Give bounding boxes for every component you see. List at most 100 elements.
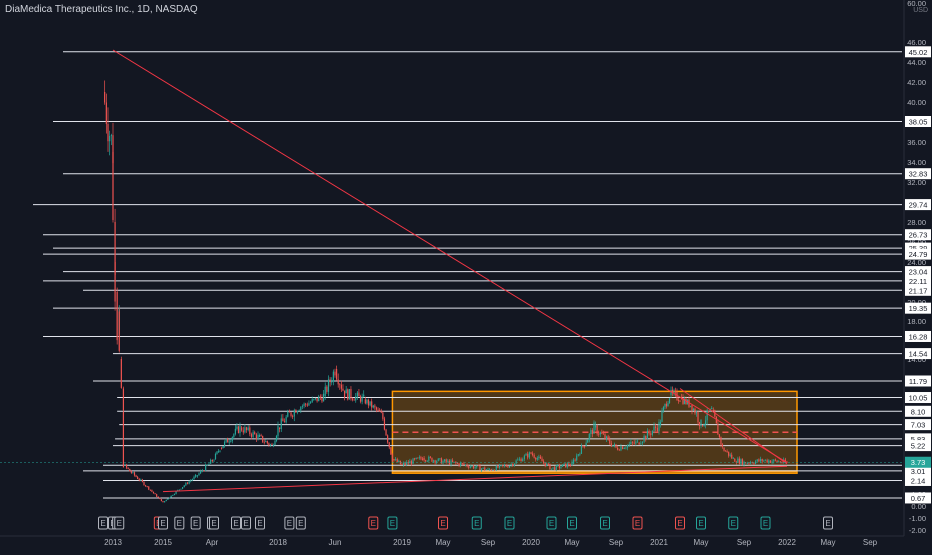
candle-body xyxy=(417,457,419,459)
candle-body xyxy=(471,465,473,467)
candle-body xyxy=(623,448,625,449)
candle-body xyxy=(662,406,665,411)
candle-body xyxy=(625,447,627,449)
candle-body xyxy=(510,464,512,465)
price-level-tag-text: 45.02 xyxy=(909,48,928,57)
earnings-event-icon[interactable]: E xyxy=(823,516,833,530)
candle-body xyxy=(183,485,185,488)
x-axis-tick-label: 2015 xyxy=(154,538,172,547)
candle-body xyxy=(431,457,433,462)
candle-body xyxy=(260,434,262,436)
earnings-event-icon[interactable]: E xyxy=(632,516,643,530)
earnings-event-icon[interactable]: E xyxy=(174,516,185,530)
earnings-event-icon[interactable]: E xyxy=(158,516,168,530)
candle-body xyxy=(371,401,373,408)
candle-body xyxy=(536,458,538,460)
earnings-event-label: E xyxy=(160,519,165,528)
price-level-tag-text: 26.73 xyxy=(909,231,928,240)
candle-body xyxy=(569,465,572,467)
candle-body xyxy=(208,463,210,465)
earnings-event-icon[interactable]: E xyxy=(387,516,398,530)
earnings-event-icon[interactable]: E xyxy=(600,516,610,530)
earnings-event-icon[interactable]: E xyxy=(675,516,685,530)
earnings-event-icon[interactable]: E xyxy=(696,516,706,530)
y-axis-tick-label: 26.00 xyxy=(907,238,926,247)
earnings-event-badge xyxy=(368,516,379,530)
candle-body xyxy=(698,422,701,426)
candle-body xyxy=(358,392,360,397)
candle-body xyxy=(182,487,184,489)
earnings-event-icon[interactable]: E xyxy=(255,516,265,530)
earnings-event-icon[interactable]: E xyxy=(760,516,771,530)
candle-body xyxy=(432,460,435,462)
price-level-tag: 0.67 xyxy=(905,492,931,504)
candle-body xyxy=(269,444,272,446)
candle-body xyxy=(114,222,116,275)
earnings-event-icon[interactable]: E xyxy=(368,516,379,530)
earnings-event-icon[interactable]: E xyxy=(295,516,306,530)
candle-body xyxy=(398,460,400,462)
earnings-event-badge xyxy=(438,516,448,530)
earnings-event-icon[interactable]: E xyxy=(567,516,577,530)
candle-body xyxy=(383,418,386,430)
candle-body xyxy=(756,459,758,462)
price-level-tag-text: 5.83 xyxy=(911,435,926,444)
candle-body xyxy=(447,460,449,462)
earnings-event-icon[interactable]: E xyxy=(471,516,482,530)
candle-body xyxy=(213,460,215,462)
earnings-event-label: E xyxy=(243,519,248,528)
candle-body xyxy=(676,391,678,401)
candle-body xyxy=(565,463,567,468)
candle-body xyxy=(327,379,330,392)
candle-body xyxy=(546,463,548,467)
price-level-tag: 3.01 xyxy=(905,465,931,477)
candle-body xyxy=(502,464,504,466)
candle-body xyxy=(295,410,297,413)
candle-body xyxy=(505,465,507,467)
candle-body xyxy=(285,416,287,423)
candle-body xyxy=(759,458,762,462)
earnings-event-icon[interactable]: E xyxy=(98,516,108,530)
earnings-event-icon[interactable]: E xyxy=(231,516,241,530)
candle-body xyxy=(580,445,583,454)
candle-body xyxy=(112,152,114,220)
candle-body xyxy=(266,441,268,444)
candle-body xyxy=(109,135,111,142)
candle-body xyxy=(219,450,221,452)
earnings-event-icon[interactable]: E xyxy=(546,516,557,530)
price-level-tag-text: 7.03 xyxy=(911,421,926,430)
candle-body xyxy=(547,463,549,465)
earnings-event-icon[interactable]: E xyxy=(241,516,251,530)
earnings-event-label: E xyxy=(731,519,736,528)
candle-body xyxy=(178,489,180,491)
candle-body xyxy=(311,399,313,403)
earnings-event-icon[interactable]: E xyxy=(190,516,201,530)
earnings-event-icon[interactable]: E xyxy=(504,516,515,530)
earnings-event-badge xyxy=(114,516,125,530)
candle-body xyxy=(195,474,197,477)
candle-body xyxy=(768,460,770,463)
earnings-event-icon[interactable]: E xyxy=(728,516,739,530)
candle-body xyxy=(283,421,286,423)
candle-body xyxy=(318,396,320,402)
earnings-event-label: E xyxy=(233,519,238,528)
candle-body xyxy=(160,499,163,502)
candle-body xyxy=(379,409,381,412)
candle-body xyxy=(525,453,527,456)
candle-body xyxy=(224,441,226,447)
candle-body xyxy=(557,465,559,466)
earnings-event-label: E xyxy=(569,519,574,528)
trendline xyxy=(162,465,788,493)
candle-body xyxy=(651,430,653,435)
earnings-event-label: E xyxy=(602,519,607,528)
price-level-tag: 10.05 xyxy=(905,392,931,404)
earnings-event-icon[interactable]: E xyxy=(114,516,125,530)
earnings-event-icon[interactable]: E xyxy=(284,516,295,530)
price-level-tag-text: 5.22 xyxy=(911,442,926,451)
earnings-event-icon[interactable]: E xyxy=(209,516,219,530)
earnings-event-icon[interactable]: E xyxy=(438,516,448,530)
price-level-tag-text: 29.74 xyxy=(909,201,928,210)
candle-body xyxy=(615,444,617,448)
